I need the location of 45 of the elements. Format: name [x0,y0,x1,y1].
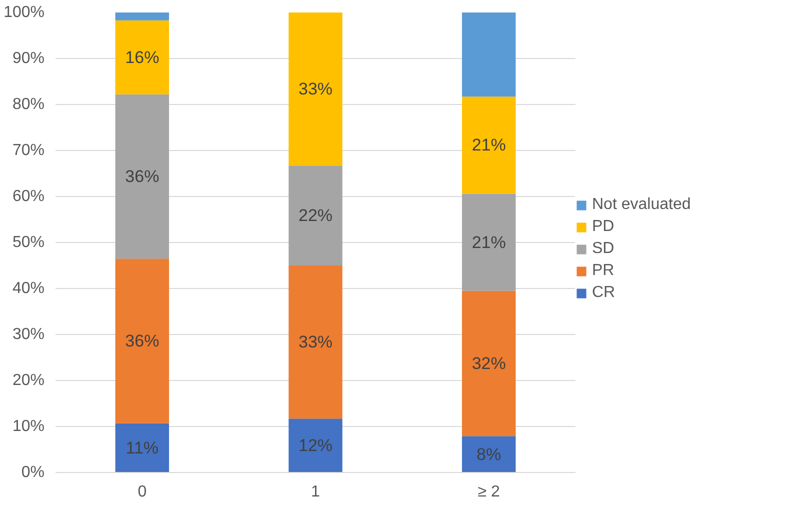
bar [288,418,342,472]
y-tick-label: 40% [12,280,45,297]
y-tick-label: 0% [21,464,44,481]
y-tick-label: 30% [12,326,45,343]
y-tick-label: 60% [12,188,45,205]
data-label: 21% [472,232,506,252]
data-label: 33% [298,80,333,99]
data-label: 36% [125,331,160,350]
legend-label: CR [592,284,616,302]
y-tick-label: 90% [12,50,45,67]
legend-label: SD [592,240,614,258]
legend-label: PD [592,218,614,236]
y-tick-label: 70% [12,142,45,159]
bar [115,12,170,20]
bar [115,423,170,472]
bar [288,166,342,266]
y-tick-label: 20% [12,372,45,389]
bar [462,290,516,436]
bar [462,436,516,472]
data-label: 21% [472,136,506,155]
data-label: 16% [125,48,160,67]
y-tick-label: 50% [12,234,45,251]
bar [115,94,170,259]
bar [462,194,516,291]
data-label: 22% [298,206,333,226]
legend-label: Not evaluated [592,196,691,214]
bar [115,20,170,94]
legend-label: PR [592,262,614,280]
bar [462,12,516,97]
data-label: 12% [298,436,333,456]
y-tick-label: 80% [12,96,45,113]
bar [462,96,516,194]
bar [115,258,170,424]
data-label: 8% [476,444,502,464]
x-tick-label: 0 [138,484,147,500]
data-label: 32% [472,354,506,373]
bar [288,12,342,166]
data-label: 11% [126,438,159,458]
bar [288,266,342,419]
data-label: 36% [125,166,160,186]
x-tick-label: 1 [311,484,320,500]
x-tick-label: ≥ 2 [478,484,500,500]
y-tick-label: 100% [4,4,44,21]
y-tick-label: 10% [12,418,45,435]
data-label: 33% [298,332,333,352]
